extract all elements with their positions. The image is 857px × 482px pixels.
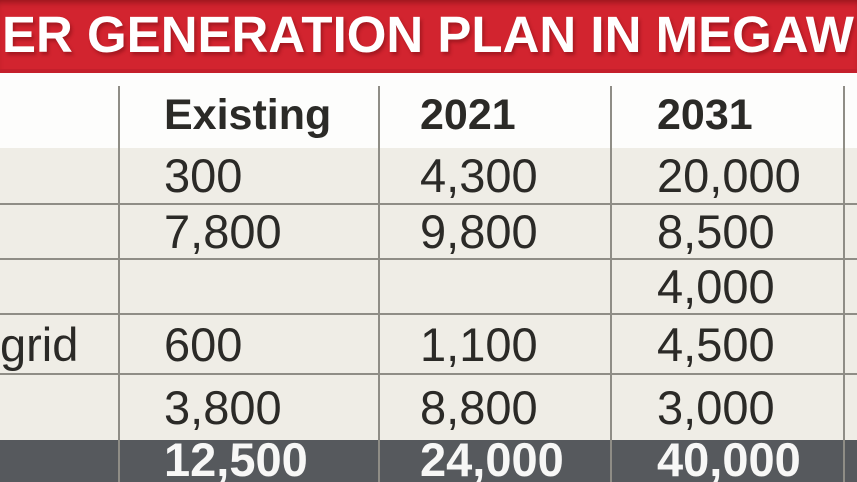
row-label bbox=[0, 375, 119, 440]
table-total-row: 12,500 24,000 40,000 bbox=[0, 433, 857, 482]
cell-overflow bbox=[844, 148, 857, 203]
header-overflow-spacer bbox=[844, 73, 857, 148]
table-row-5: 3,800 8,800 3,000 bbox=[0, 373, 857, 440]
cell-2021: 8,800 bbox=[420, 381, 538, 434]
header-2021: 2021 bbox=[420, 90, 516, 139]
cell-overflow bbox=[844, 315, 857, 373]
table-row-2: 7,800 9,800 8,500 bbox=[0, 203, 857, 258]
cell-2021 bbox=[379, 260, 611, 313]
cell-existing bbox=[119, 260, 379, 313]
cell-existing: 300 bbox=[164, 149, 243, 202]
title-banner: ER GENERATION PLAN IN MEGAW bbox=[0, 0, 857, 73]
banner-title: ER GENERATION PLAN IN MEGAW bbox=[2, 6, 854, 63]
row-label bbox=[0, 260, 119, 313]
cell-overflow bbox=[844, 205, 857, 258]
cell-existing: 600 bbox=[164, 317, 243, 371]
column-divider-3 bbox=[610, 86, 612, 482]
header-2031: 2031 bbox=[657, 90, 753, 139]
header-existing: Existing bbox=[164, 90, 332, 139]
table-row-4: grid 600 1,100 4,500 bbox=[0, 313, 857, 373]
cell-2021: 9,800 bbox=[420, 205, 538, 258]
total-2021: 24,000 bbox=[420, 433, 564, 482]
cell-2021: 4,300 bbox=[420, 149, 538, 202]
cell-2031: 3,000 bbox=[657, 381, 775, 434]
header-row-label-spacer bbox=[0, 73, 119, 148]
cell-existing: 7,800 bbox=[164, 205, 282, 258]
column-divider-1 bbox=[118, 86, 120, 482]
cell-2031: 4,000 bbox=[657, 260, 775, 313]
cell-overflow bbox=[844, 260, 857, 313]
row-label bbox=[0, 148, 119, 203]
cell-2031: 4,500 bbox=[657, 317, 775, 371]
row-label-grid: grid bbox=[0, 317, 79, 371]
row-label bbox=[0, 205, 119, 258]
power-plan-table: Existing 2021 2031 300 4,300 20,000 7,80… bbox=[0, 73, 857, 482]
cell-2031: 20,000 bbox=[657, 149, 801, 202]
cell-2021: 1,100 bbox=[420, 317, 538, 371]
column-divider-4 bbox=[843, 86, 845, 482]
total-2031: 40,000 bbox=[657, 433, 801, 482]
table-row-1: 300 4,300 20,000 bbox=[0, 148, 857, 203]
cell-existing: 3,800 bbox=[164, 381, 282, 434]
cell-2031: 8,500 bbox=[657, 205, 775, 258]
column-divider-2 bbox=[378, 86, 380, 482]
total-row-label bbox=[0, 440, 119, 482]
table-header-row: Existing 2021 2031 bbox=[0, 73, 857, 148]
total-existing: 12,500 bbox=[164, 433, 308, 482]
total-overflow bbox=[844, 440, 857, 482]
table-row-3: 4,000 bbox=[0, 258, 857, 313]
cell-overflow bbox=[844, 375, 857, 440]
